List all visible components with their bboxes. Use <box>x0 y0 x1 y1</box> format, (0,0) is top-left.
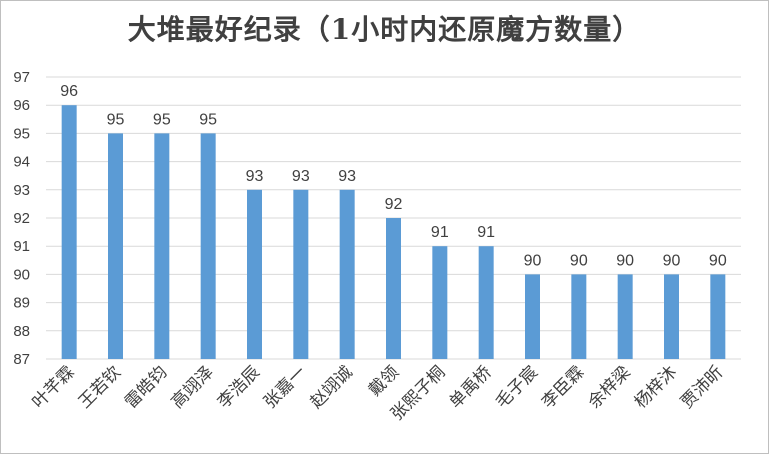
bar <box>478 246 494 359</box>
x-tick-label: 杨梓沐 <box>631 362 681 412</box>
data-label: 90 <box>616 252 634 269</box>
x-tick-label: 赵翊诚 <box>306 362 356 412</box>
bar <box>293 189 309 359</box>
y-tick-label: 92 <box>13 210 30 227</box>
bar <box>525 274 540 359</box>
x-tick-label: 李浩辰 <box>214 362 264 412</box>
x-tick-label: 余梓梁 <box>584 362 634 412</box>
data-label: 95 <box>107 111 125 128</box>
data-label: 90 <box>570 252 588 269</box>
bar <box>664 274 679 359</box>
x-tick-label: 李臣霖 <box>538 362 588 412</box>
data-label: 96 <box>60 83 78 100</box>
x-tick-label: 单禹桥 <box>445 362 495 412</box>
data-label: 90 <box>663 252 681 269</box>
y-tick-label: 97 <box>13 69 30 86</box>
y-tick-label: 89 <box>13 295 30 312</box>
bar <box>247 189 262 359</box>
data-label: 92 <box>385 196 403 213</box>
y-tick-label: 95 <box>13 125 30 142</box>
bar <box>339 189 355 359</box>
data-label: 91 <box>431 224 449 241</box>
data-label: 93 <box>338 168 356 185</box>
data-label: 90 <box>709 252 727 269</box>
x-tick-label: 雷皓钧 <box>121 362 171 412</box>
x-tick-label: 叶芊霖 <box>28 362 78 412</box>
bar <box>617 274 633 359</box>
bar <box>432 246 448 359</box>
data-label: 93 <box>246 168 264 185</box>
y-tick-label: 96 <box>13 97 30 114</box>
x-tick-label: 毛子宸 <box>492 362 542 412</box>
bar <box>154 133 170 359</box>
bar <box>108 133 123 359</box>
x-tick-label: 王若钦 <box>75 362 125 412</box>
x-tick-label: 高翊泽 <box>167 362 217 412</box>
y-tick-label: 88 <box>13 323 30 340</box>
x-tick-label: 张嘉一 <box>260 362 310 412</box>
data-label: 93 <box>292 168 310 185</box>
y-tick-label: 90 <box>13 266 30 283</box>
y-tick-label: 91 <box>13 238 30 255</box>
x-tick-label: 戴领 <box>365 362 403 400</box>
data-label: 90 <box>524 252 542 269</box>
x-tick-label: 贾沛昕 <box>677 362 727 412</box>
bar <box>710 274 726 359</box>
data-label: 95 <box>153 111 171 128</box>
bar <box>571 274 587 359</box>
data-label: 91 <box>477 224 495 241</box>
chart-title: 大堆最好纪录（1小时内还原魔方数量） <box>127 13 642 46</box>
bar <box>200 133 216 359</box>
bar <box>61 105 77 359</box>
y-tick-label: 94 <box>13 154 30 171</box>
y-tick-label: 87 <box>13 351 30 368</box>
bar <box>386 218 401 359</box>
data-label: 95 <box>199 111 217 128</box>
y-tick-label: 93 <box>13 182 30 199</box>
